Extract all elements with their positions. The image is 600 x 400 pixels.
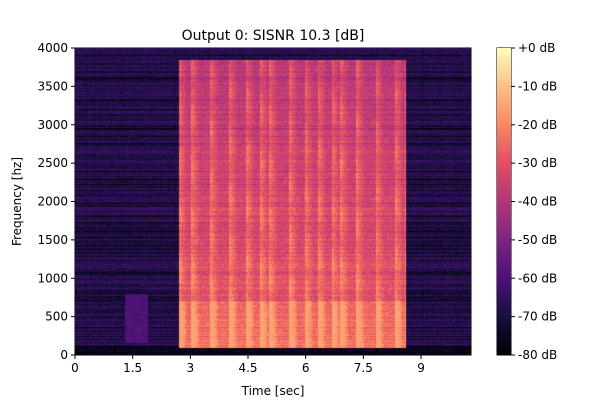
y-axis-label: Frequency [hz] [10, 157, 24, 246]
colorbar-tick-label: -60 dB [518, 271, 557, 285]
spectrogram-heatmap [75, 48, 471, 355]
colorbar-tick-label: -50 dB [518, 233, 557, 247]
y-tick-label: 500 [45, 310, 68, 324]
colorbar-tick-label: -20 dB [518, 118, 557, 132]
x-axis-label: Time [sec] [241, 384, 305, 398]
x-axis-ticks: 0 1.5 3 4.5 6 7.5 9 [71, 355, 425, 375]
x-tick-label: 1.5 [123, 361, 142, 375]
y-tick-label: 0 [60, 348, 68, 362]
colorbar-tick-label: -30 dB [518, 156, 557, 170]
y-tick-label: 2500 [37, 156, 68, 170]
y-tick-label: 3000 [37, 118, 68, 132]
colorbar-tick-label: -70 dB [518, 310, 557, 324]
x-tick-label: 9 [417, 361, 425, 375]
x-tick-label: 3 [187, 361, 195, 375]
y-tick-label: 1500 [37, 233, 68, 247]
colorbar-tick-label: -10 dB [518, 79, 557, 93]
x-tick-label: 0 [71, 361, 79, 375]
colorbar-ticks: +0 dB -10 dB -20 dB -30 dB -40 dB -50 dB -60 d… [511, 41, 557, 362]
y-tick-label: 3500 [37, 79, 68, 93]
x-tick-label: 6 [302, 361, 310, 375]
y-axis-ticks: 0 500 1000 1500 2000 2500 3000 3500 4000 [37, 41, 75, 362]
y-tick-label: 2000 [37, 195, 68, 209]
x-tick-label: 7.5 [354, 361, 373, 375]
x-tick-label: 4.5 [238, 361, 257, 375]
y-tick-label: 1000 [37, 271, 68, 285]
chart-title: Output 0: SISNR 10.3 [dB] [182, 28, 365, 44]
colorbar-tick-label: +0 dB [518, 41, 555, 55]
colorbar-tick-label: -40 dB [518, 195, 557, 209]
y-tick-label: 4000 [37, 41, 68, 55]
colorbar-tick-label: -80 dB [518, 348, 557, 362]
colorbar-gradient [497, 48, 511, 355]
